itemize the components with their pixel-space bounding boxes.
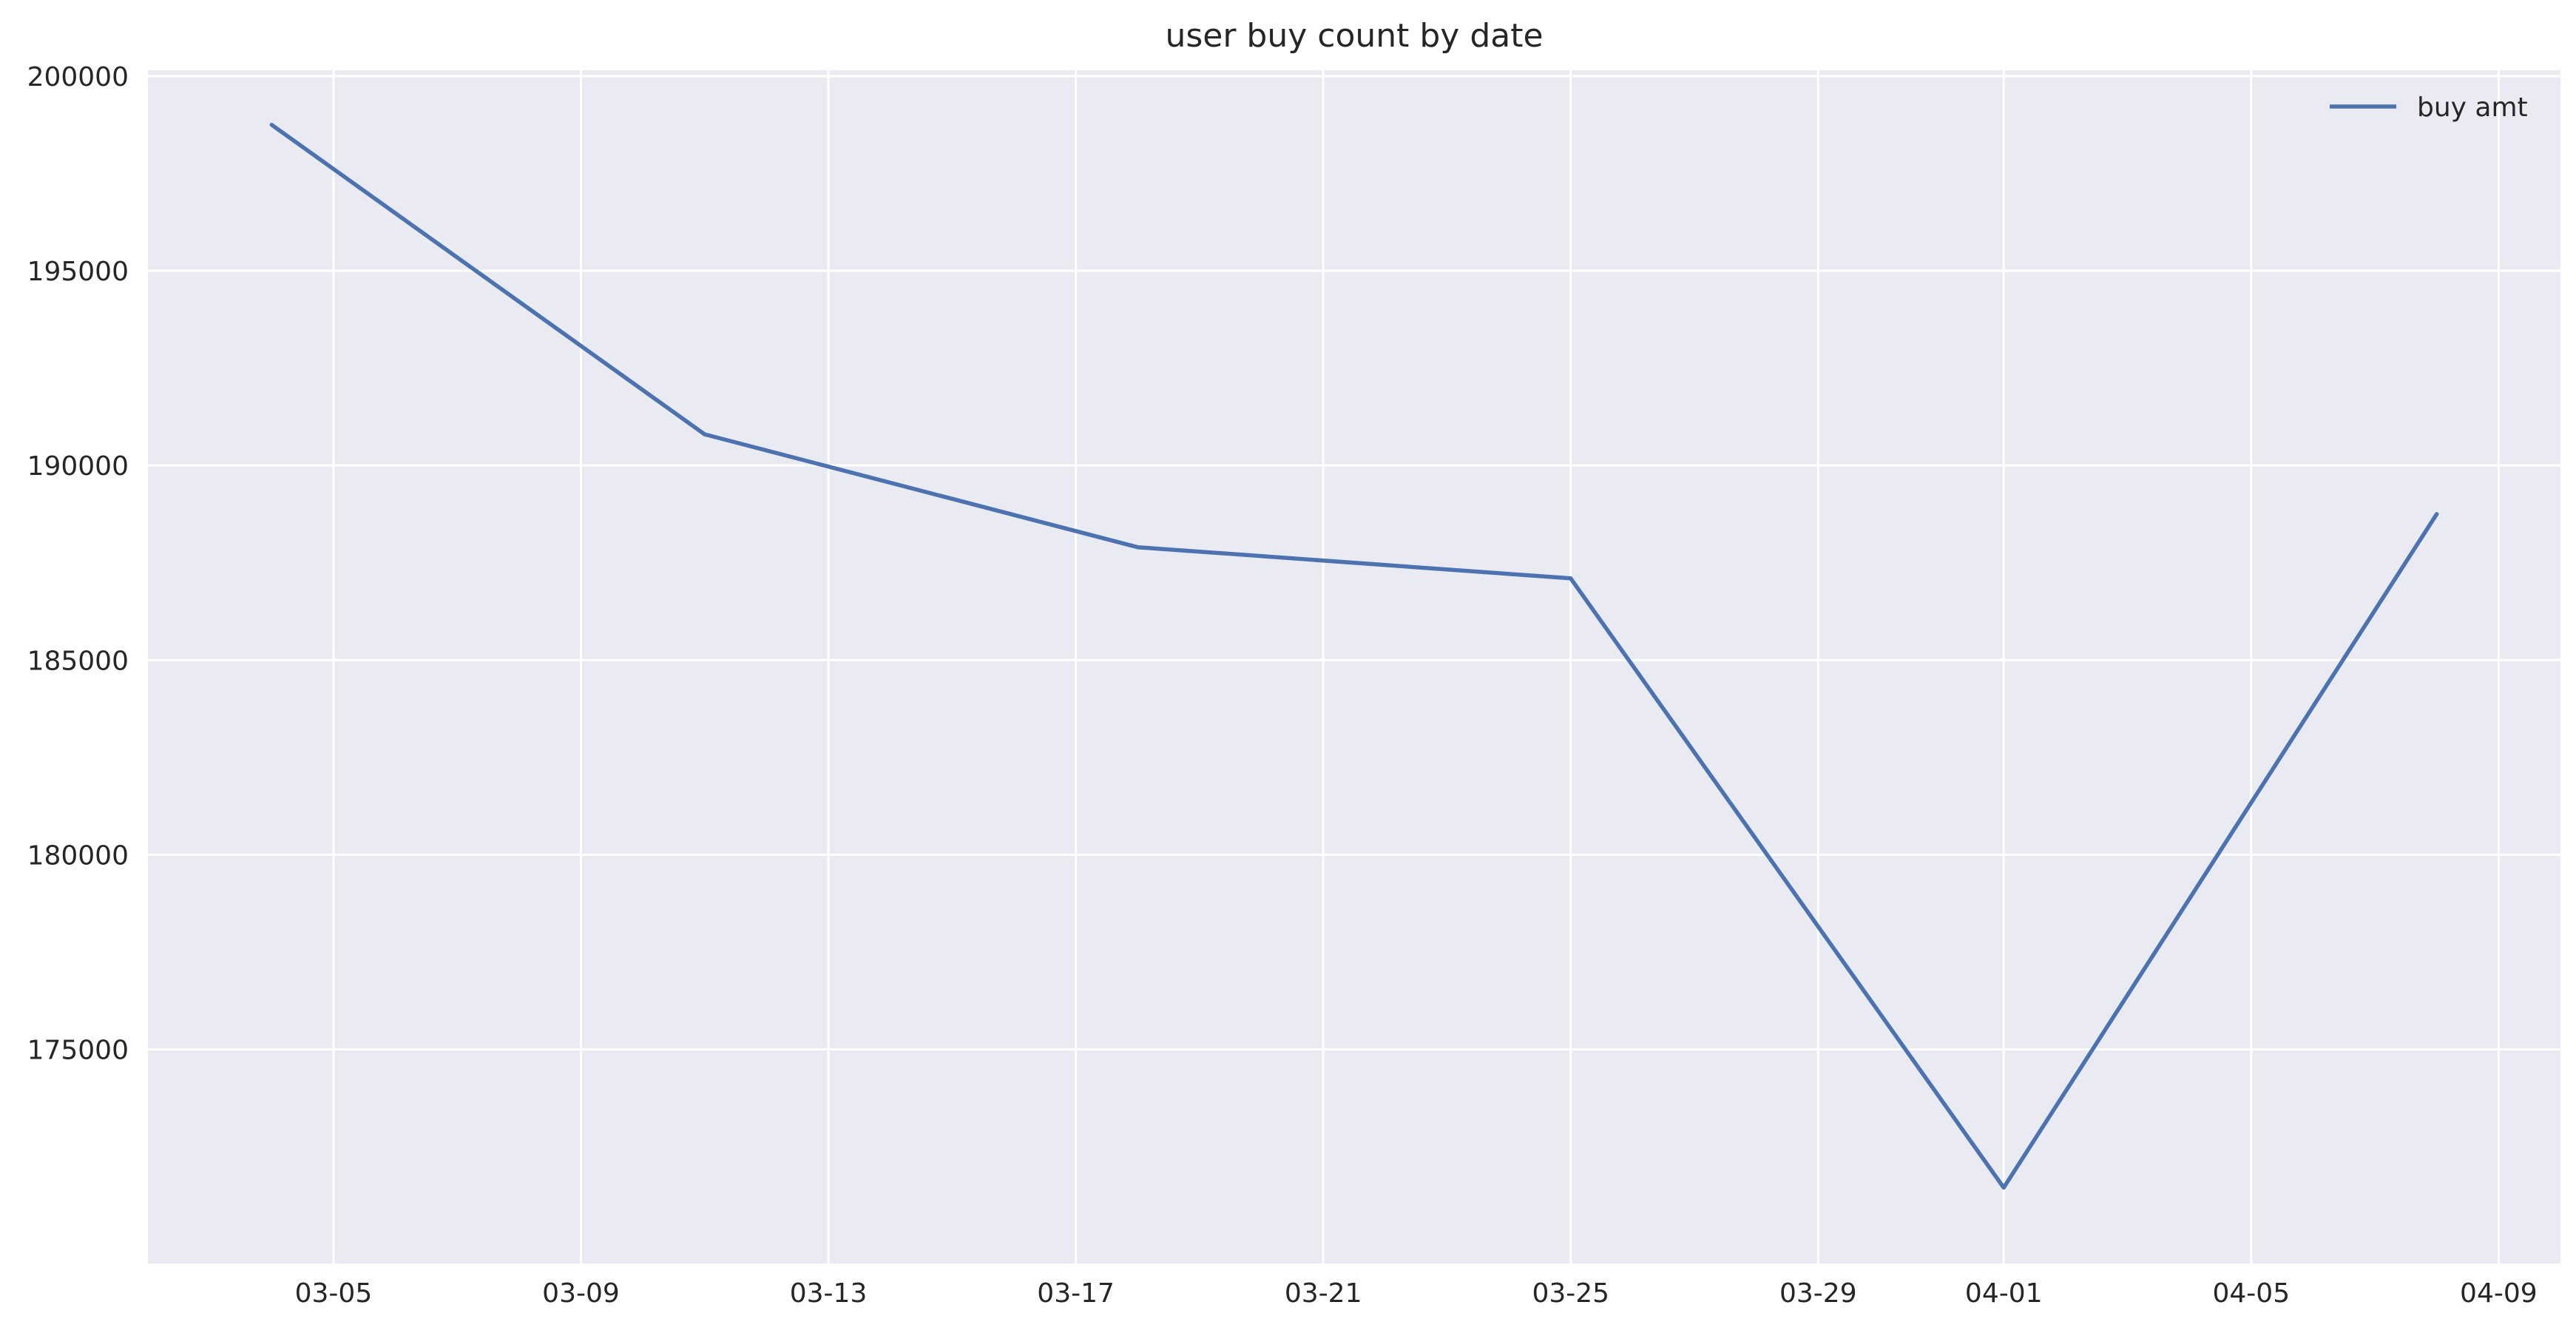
legend-label-buy-amt: buy amt <box>2417 92 2528 123</box>
x-tick-label: 03-21 <box>1285 1278 1362 1309</box>
y-tick-label: 195000 <box>27 257 129 287</box>
y-tick-label: 185000 <box>27 646 129 676</box>
y-tick-label: 180000 <box>27 840 129 871</box>
x-axis-ticks: 03-05 03-09 03-13 03-17 03-21 03-25 03-29 04-01… <box>295 1278 2538 1309</box>
y-tick-label: 200000 <box>27 62 129 92</box>
grid-lines <box>148 70 2560 1264</box>
x-tick-label: 03-05 <box>295 1278 373 1309</box>
x-tick-label: 03-29 <box>1779 1278 1857 1309</box>
y-tick-label: 190000 <box>27 451 129 482</box>
y-axis-ticks: 175000 180000 185000 190000 195000 200000 <box>27 62 129 1066</box>
series-layer <box>269 122 2439 1190</box>
x-tick-label: 03-09 <box>542 1278 620 1309</box>
plot-area <box>148 70 2560 1264</box>
chart-title: user buy count by date <box>1165 17 1543 55</box>
x-tick-label: 03-17 <box>1037 1278 1115 1309</box>
x-tick-label: 03-13 <box>790 1278 868 1309</box>
y-tick-label: 175000 <box>27 1036 129 1066</box>
x-tick-label: 03-25 <box>1532 1278 1609 1309</box>
legend: buy amt <box>2330 92 2528 123</box>
x-tick-label: 04-01 <box>1965 1278 2043 1309</box>
x-tick-label: 04-05 <box>2212 1278 2290 1309</box>
series-line-buy-amt <box>269 122 2439 1190</box>
x-tick-label: 04-09 <box>2460 1278 2538 1309</box>
